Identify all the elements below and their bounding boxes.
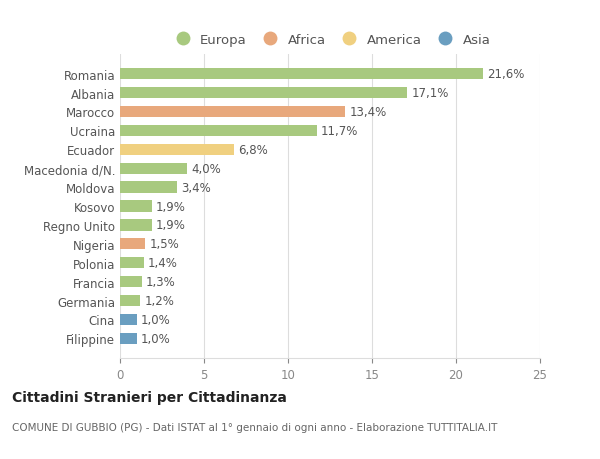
Text: 6,8%: 6,8% — [238, 144, 268, 157]
Bar — [120, 163, 187, 174]
Text: 1,4%: 1,4% — [148, 257, 178, 269]
Bar — [120, 257, 143, 269]
Bar — [120, 220, 152, 231]
Text: 1,3%: 1,3% — [146, 275, 176, 289]
Text: 1,9%: 1,9% — [156, 219, 186, 232]
Text: 21,6%: 21,6% — [487, 68, 524, 81]
Text: 17,1%: 17,1% — [412, 87, 449, 100]
Text: 1,9%: 1,9% — [156, 200, 186, 213]
Text: 4,0%: 4,0% — [191, 162, 221, 175]
Text: 1,0%: 1,0% — [141, 332, 171, 345]
Text: 11,7%: 11,7% — [321, 124, 358, 138]
Text: 13,4%: 13,4% — [349, 106, 386, 119]
Bar — [120, 69, 483, 80]
Text: 3,4%: 3,4% — [181, 181, 211, 194]
Bar — [120, 276, 142, 288]
Text: 1,2%: 1,2% — [145, 294, 174, 308]
Legend: Europa, Africa, America, Asia: Europa, Africa, America, Asia — [164, 28, 496, 52]
Bar — [120, 106, 345, 118]
Bar — [120, 295, 140, 307]
Bar — [120, 88, 407, 99]
Bar — [120, 314, 137, 325]
Bar — [120, 125, 317, 137]
Text: 1,5%: 1,5% — [149, 238, 179, 251]
Bar — [120, 239, 145, 250]
Text: COMUNE DI GUBBIO (PG) - Dati ISTAT al 1° gennaio di ogni anno - Elaborazione TUT: COMUNE DI GUBBIO (PG) - Dati ISTAT al 1°… — [12, 422, 497, 432]
Text: Cittadini Stranieri per Cittadinanza: Cittadini Stranieri per Cittadinanza — [12, 390, 287, 404]
Bar — [120, 333, 137, 344]
Bar — [120, 201, 152, 212]
Bar — [120, 182, 177, 193]
Bar — [120, 144, 234, 156]
Text: 1,0%: 1,0% — [141, 313, 171, 326]
